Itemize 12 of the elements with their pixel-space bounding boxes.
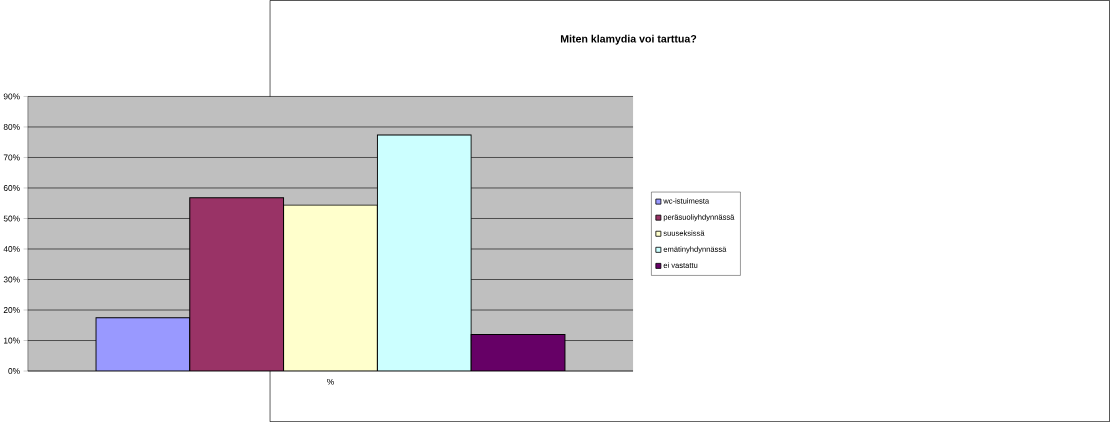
chart-title: Miten klamydia voi tarttua?: [560, 34, 697, 45]
x-tick-label: %: [327, 378, 334, 385]
y-tick-label: 90%: [3, 93, 20, 100]
y-tick-label: 30%: [3, 276, 20, 283]
y-tick-label: 40%: [3, 246, 20, 252]
y-tick-label: 0%: [8, 368, 20, 374]
y-tick-label: 50%: [3, 215, 20, 222]
y-tick-label: 20%: [3, 307, 20, 313]
y-tick-label: 70%: [3, 154, 20, 161]
y-tick-label: 10%: [4, 337, 20, 344]
y-tick-label: 80%: [3, 123, 20, 130]
y-tick-label: 60%: [3, 184, 20, 191]
